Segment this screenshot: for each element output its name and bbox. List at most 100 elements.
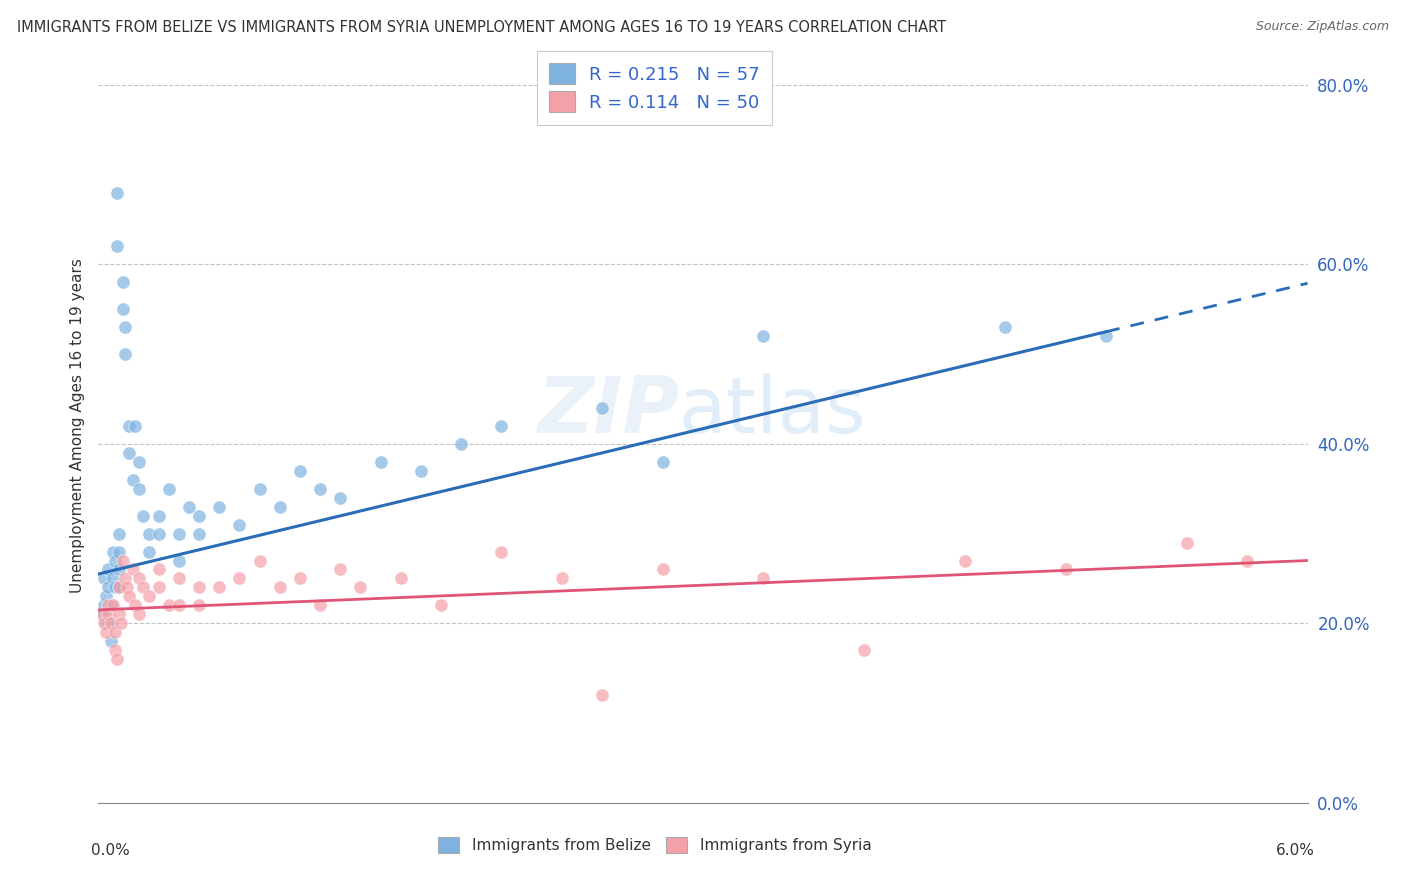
Point [101, 599, 124, 613]
Point [101, 572, 124, 586]
Point [179, 500, 201, 514]
Point [188, 526, 211, 541]
Point [107, 526, 129, 541]
Point [994, 320, 1017, 334]
Point [107, 607, 129, 622]
Point [96, 590, 118, 604]
Point [128, 572, 150, 586]
Point [309, 599, 332, 613]
Text: Source: ZipAtlas.com: Source: ZipAtlas.com [1256, 20, 1389, 33]
Point [651, 562, 673, 576]
Point [105, 186, 128, 200]
Point [110, 616, 132, 631]
Point [128, 455, 150, 469]
Point [128, 482, 150, 496]
Point [208, 500, 231, 514]
Point [430, 599, 453, 613]
Point [651, 455, 673, 469]
Point [100, 634, 122, 648]
Point [1175, 535, 1198, 549]
Legend: Immigrants from Belize, Immigrants from Syria: Immigrants from Belize, Immigrants from … [432, 831, 877, 859]
Point [389, 572, 412, 586]
Point [591, 688, 613, 702]
Point [121, 473, 143, 487]
Point [288, 572, 311, 586]
Text: 6.0%: 6.0% [1275, 843, 1315, 858]
Point [132, 581, 155, 595]
Point [93, 607, 115, 622]
Point [269, 500, 291, 514]
Point [188, 508, 211, 523]
Point [148, 581, 170, 595]
Point [97, 562, 120, 576]
Point [288, 464, 311, 478]
Point [105, 239, 128, 253]
Point [269, 581, 291, 595]
Point [1054, 562, 1077, 576]
Point [111, 276, 134, 290]
Text: ZIP: ZIP [537, 373, 679, 449]
Text: atlas: atlas [679, 373, 866, 449]
Point [93, 599, 115, 613]
Point [124, 419, 146, 434]
Point [118, 446, 141, 460]
Point [111, 302, 134, 317]
Point [167, 553, 190, 567]
Point [752, 329, 775, 343]
Point [249, 482, 271, 496]
Point [103, 625, 125, 640]
Point [93, 572, 115, 586]
Point [1095, 329, 1118, 343]
Point [853, 643, 876, 657]
Point [103, 643, 125, 657]
Point [167, 572, 190, 586]
Point [752, 572, 775, 586]
Point [101, 544, 124, 558]
Point [551, 572, 574, 586]
Point [118, 419, 141, 434]
Point [228, 572, 250, 586]
Point [100, 616, 122, 631]
Point [114, 347, 136, 361]
Point [100, 616, 122, 631]
Point [97, 581, 120, 595]
Point [591, 401, 613, 415]
Point [105, 652, 128, 666]
Point [370, 455, 392, 469]
Point [309, 482, 332, 496]
Point [115, 581, 138, 595]
Point [228, 517, 250, 532]
Point [1236, 553, 1258, 567]
Point [107, 581, 129, 595]
Point [111, 553, 134, 567]
Point [93, 616, 115, 631]
Point [157, 599, 180, 613]
Text: 0.0%: 0.0% [91, 843, 131, 858]
Text: IMMIGRANTS FROM BELIZE VS IMMIGRANTS FROM SYRIA UNEMPLOYMENT AMONG AGES 16 TO 19: IMMIGRANTS FROM BELIZE VS IMMIGRANTS FRO… [17, 20, 946, 35]
Point [249, 553, 271, 567]
Point [188, 581, 211, 595]
Point [114, 572, 136, 586]
Point [107, 562, 129, 576]
Point [114, 320, 136, 334]
Point [148, 508, 170, 523]
Y-axis label: Unemployment Among Ages 16 to 19 years: Unemployment Among Ages 16 to 19 years [69, 259, 84, 593]
Point [491, 544, 513, 558]
Point [103, 553, 125, 567]
Point [97, 607, 120, 622]
Point [329, 562, 352, 576]
Point [188, 599, 211, 613]
Point [128, 607, 150, 622]
Point [167, 599, 190, 613]
Point [107, 581, 129, 595]
Point [100, 599, 122, 613]
Point [491, 419, 513, 434]
Point [953, 553, 976, 567]
Point [91, 607, 114, 622]
Point [97, 599, 120, 613]
Point [96, 616, 118, 631]
Point [167, 526, 190, 541]
Point [132, 508, 155, 523]
Point [450, 437, 472, 451]
Point [107, 544, 129, 558]
